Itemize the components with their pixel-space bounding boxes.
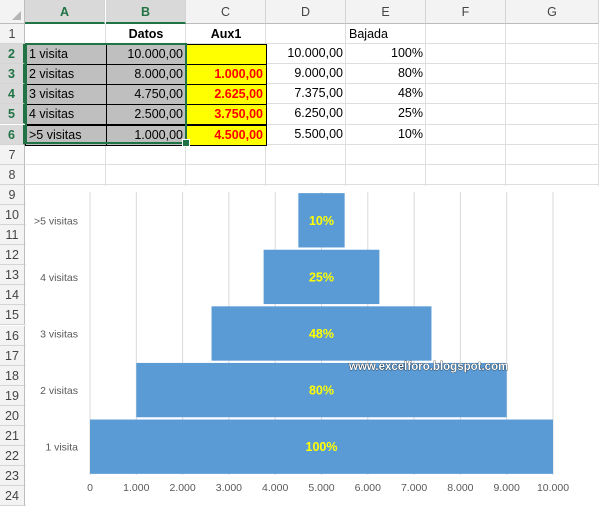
row-header-23[interactable]: 23 [0,466,25,487]
x-tick-label: 8.000 [447,482,473,494]
cell-C3[interactable]: 1.000,00 [186,64,267,86]
gridline-horizontal [25,103,599,105]
funnel-chart[interactable]: 0 1.000 2.000 3.000 4.000 5.000 6.000 7.000 8.00… [26,186,599,507]
row-header-12[interactable]: 12 [0,245,25,266]
x-tick-label: 10.000 [537,482,569,494]
row-header-24[interactable]: 24 [0,486,25,507]
bar-datos[interactable] [263,249,380,305]
cell-E5[interactable]: 25% [397,106,423,121]
cell-C2[interactable] [186,44,267,66]
x-tick-label: 5.000 [308,482,334,494]
cell-A6[interactable]: >5 visitas [25,124,107,146]
data-label: 10% [309,214,334,228]
cell-E3[interactable]: 80% [397,66,423,81]
row-header-8[interactable]: 8 [0,164,25,185]
cell-B5[interactable]: 2.500,00 [106,104,187,126]
bar-datos[interactable] [298,193,345,248]
row-header-13[interactable]: 13 [0,265,25,286]
x-tick-label: 7.000 [401,482,427,494]
select-all-corner[interactable] [0,0,25,24]
gridline-horizontal [25,143,599,145]
gridline-horizontal [25,83,599,85]
row-header-4[interactable]: 4 [0,84,25,105]
cell-C6[interactable]: 4.500,00 [186,124,267,146]
x-tick-label: 6.000 [355,482,381,494]
row-header-6[interactable]: 6 [0,124,25,145]
row-header-1[interactable]: 1 [0,24,25,45]
column-header-G[interactable]: G [506,0,599,24]
data-label: 80% [309,384,334,398]
data-label: 25% [309,270,334,284]
x-tick-label: 2.000 [169,482,195,494]
cell-C5[interactable]: 3.750,00 [186,104,267,126]
watermark-text: www.excelforo.blogspot.com [348,361,508,373]
cell-A4[interactable]: 3 visitas [25,84,107,106]
row-header-2[interactable]: 2 [0,44,25,65]
gridline-horizontal [25,43,599,45]
x-tick-label: 9.000 [494,482,520,494]
row-header-19[interactable]: 19 [0,385,25,406]
cell-A3[interactable]: 2 visitas [25,64,107,86]
cell-C4[interactable]: 2.625,00 [186,84,267,106]
cell-C1[interactable]: Aux1 [210,27,242,41]
cell-D5[interactable]: 6.250,00 [294,106,343,121]
row-header-18[interactable]: 18 [0,365,25,386]
column-header-B[interactable]: B [106,0,186,24]
cell-E1[interactable]: Bajada [349,27,388,41]
cell-D2[interactable]: 10.000,00 [287,46,343,61]
cell-A2[interactable]: 1 visita [25,44,107,66]
row-header-10[interactable]: 10 [0,204,25,225]
y-category-label: 4 visitas [40,272,78,284]
row-header-14[interactable]: 14 [0,285,25,306]
y-category-label: 1 visita [45,442,78,454]
row-header-16[interactable]: 16 [0,325,25,346]
row-header-11[interactable]: 11 [0,225,25,246]
row-header-5[interactable]: 5 [0,104,25,125]
row-header-17[interactable]: 17 [0,345,25,366]
column-header-D[interactable]: D [266,0,346,24]
row-header-3[interactable]: 3 [0,64,25,85]
bar-datos[interactable] [90,419,553,474]
column-header-F[interactable]: F [426,0,506,24]
x-tick-label: 1.000 [123,482,149,494]
data-label: 100% [306,440,338,454]
gridline-horizontal [25,163,599,165]
column-header-A[interactable]: A [25,0,105,24]
select-all-triangle-icon [12,11,21,20]
cell-B4[interactable]: 4.750,00 [106,84,187,106]
cell-E2[interactable]: 100% [391,46,423,61]
row-header-15[interactable]: 15 [0,305,25,326]
cell-D4[interactable]: 7.375,00 [294,86,343,101]
column-header-C[interactable]: C [186,0,266,24]
column-header-E[interactable]: E [346,0,426,24]
y-category-label: 3 visitas [40,329,78,341]
cell-B2[interactable]: 10.000,00 [106,44,187,66]
bar-datos[interactable] [136,362,507,418]
gridline-horizontal [25,123,599,125]
cell-D3[interactable]: 9.000,00 [294,66,343,81]
row-header-22[interactable]: 22 [0,446,25,467]
y-category-label: 2 visitas [40,385,78,397]
cell-A5[interactable]: 4 visitas [25,104,107,126]
data-label: 48% [309,327,334,341]
gridline-horizontal [25,63,599,65]
y-category-label: >5 visitas [34,215,78,227]
cell-E4[interactable]: 48% [397,86,423,101]
cell-B6[interactable]: 1.000,00 [106,124,187,146]
row-header-7[interactable]: 7 [0,144,25,165]
cell-B1[interactable]: Datos [128,27,164,41]
gridline-horizontal [25,183,599,185]
x-tick-label: 3.000 [216,482,242,494]
row-header-21[interactable]: 21 [0,426,25,447]
fill-handle[interactable] [182,139,190,147]
cell-B3[interactable]: 8.000,00 [106,64,187,86]
bar-datos[interactable] [211,306,432,361]
row-header-20[interactable]: 20 [0,405,25,426]
cell-D6[interactable]: 5.500,00 [294,126,343,141]
cell-E6[interactable]: 10% [397,126,423,141]
x-tick-label: 0 [87,482,93,494]
x-tick-label: 4.000 [262,482,288,494]
row-header-9[interactable]: 9 [0,184,25,205]
